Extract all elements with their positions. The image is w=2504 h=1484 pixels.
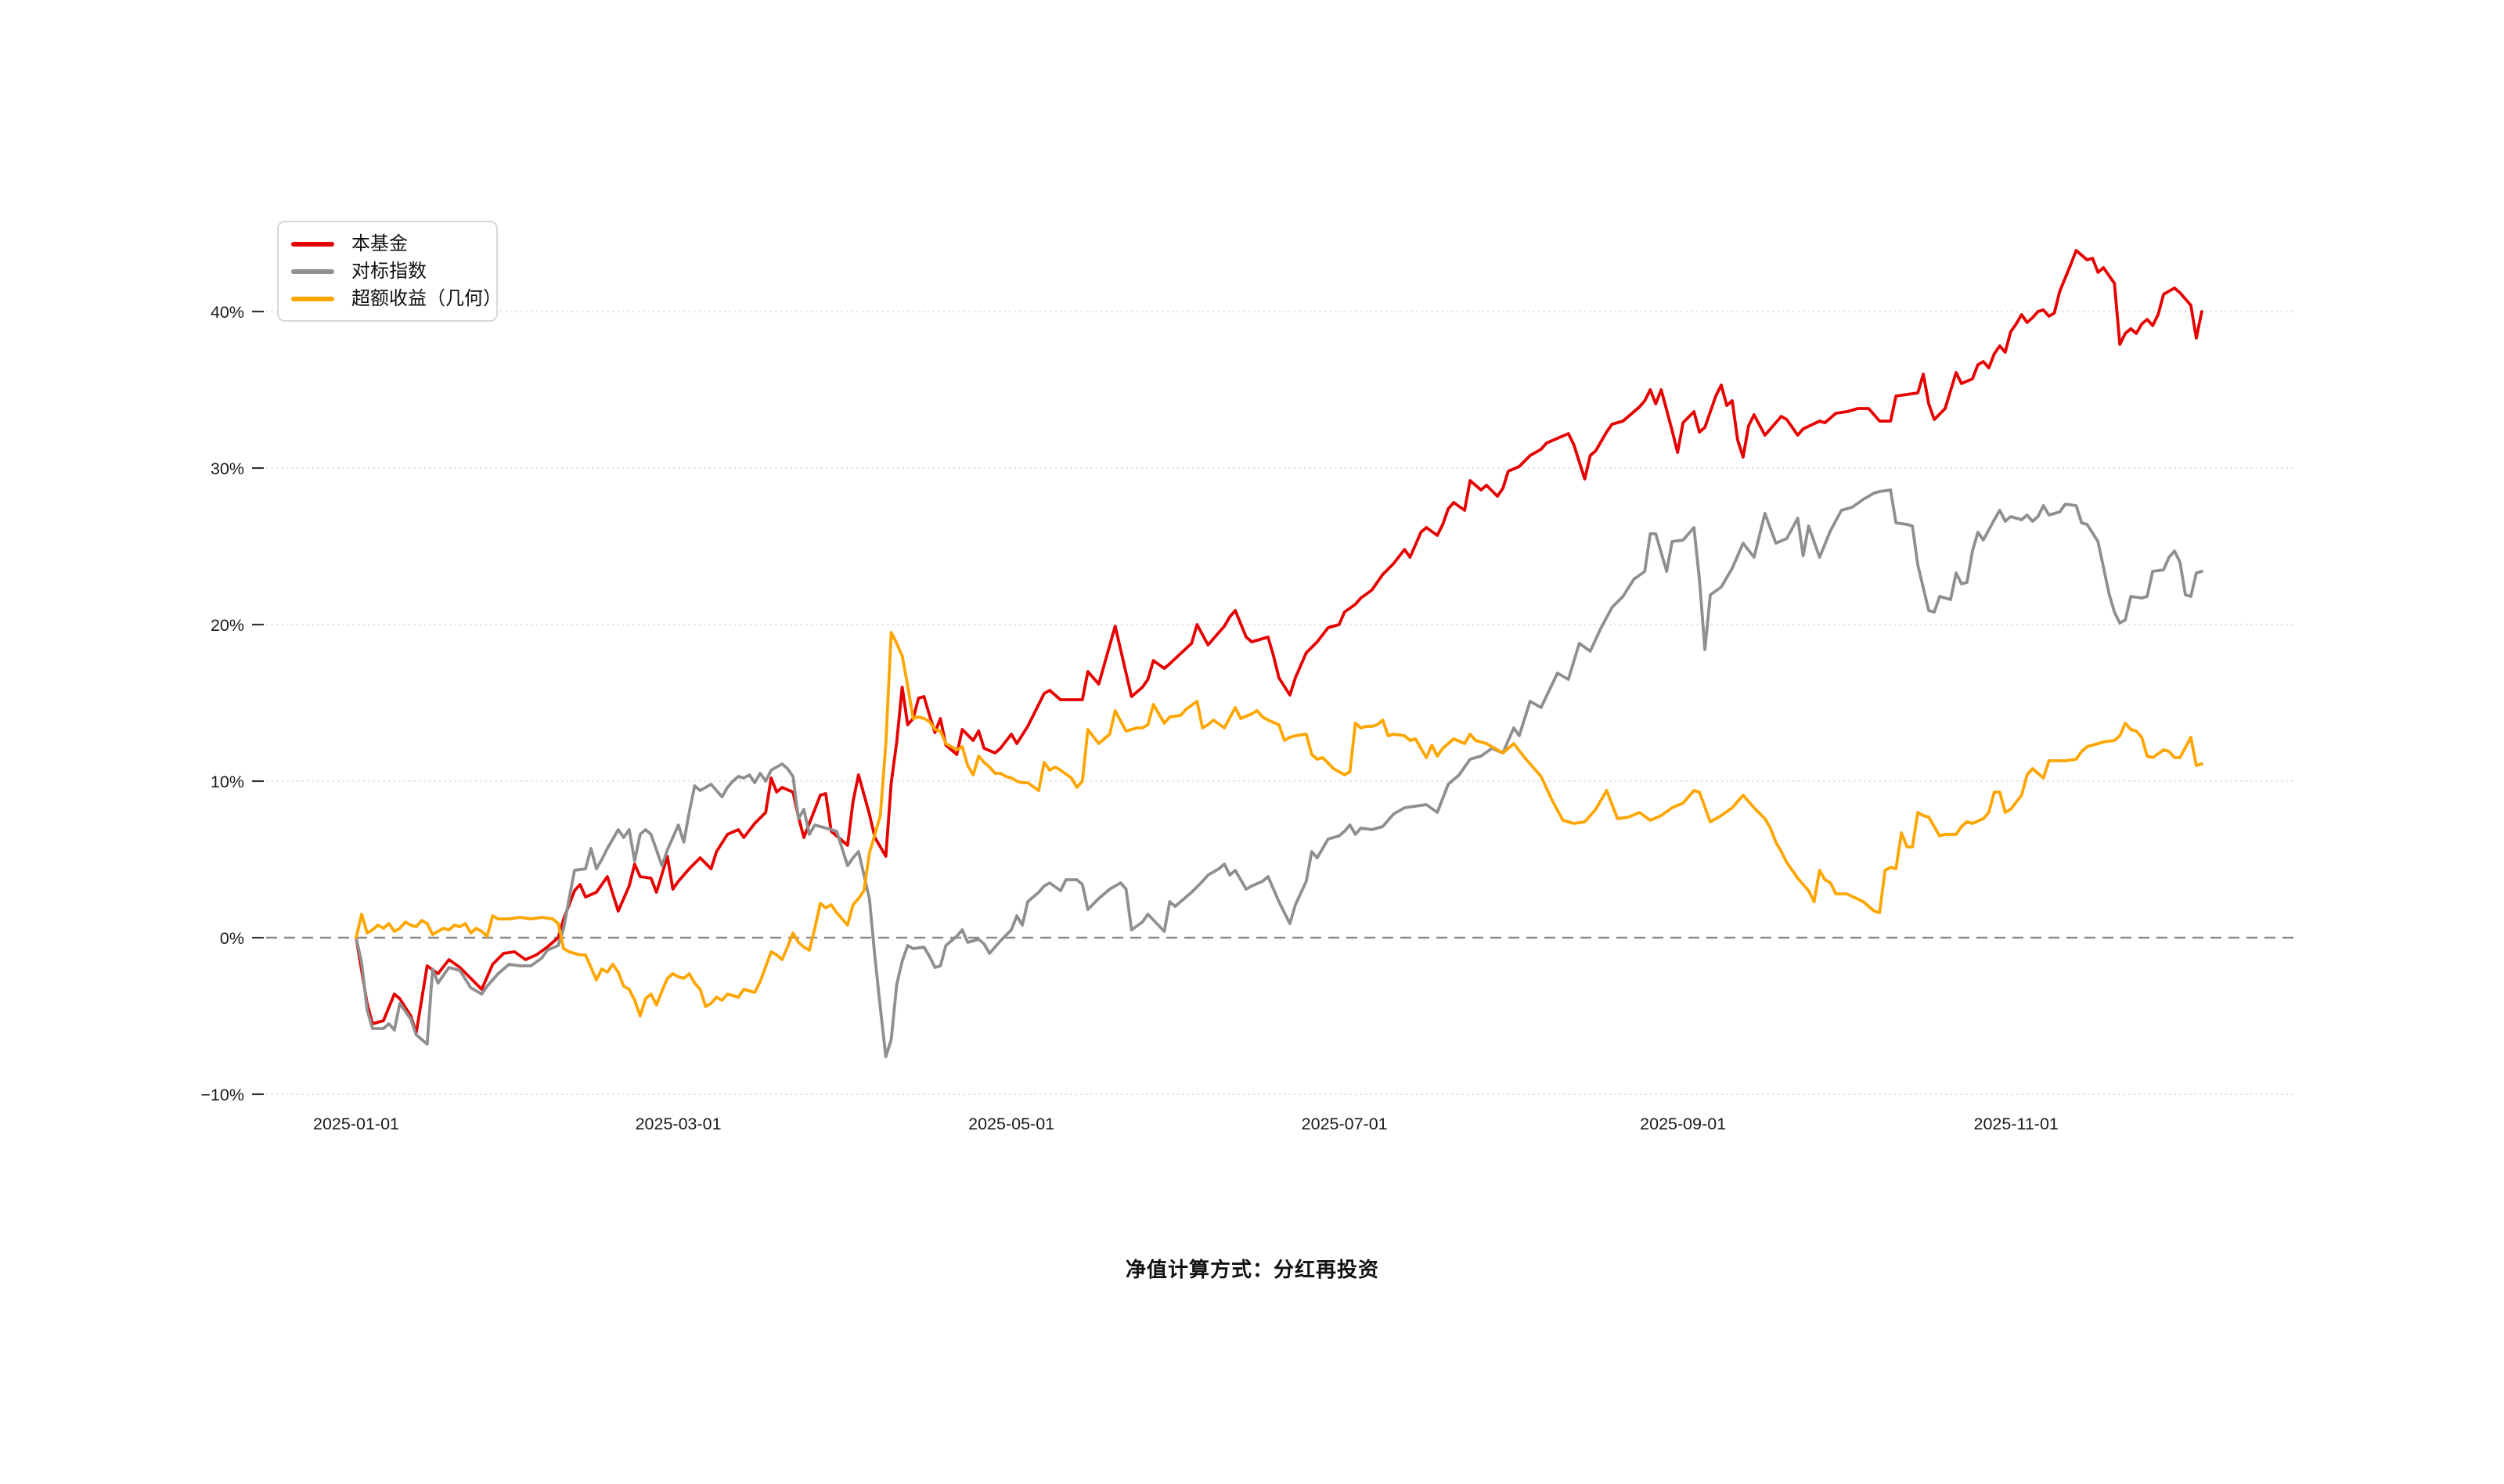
y-tick-label: 10% (211, 773, 244, 791)
x-tick-label: 2025-09-01 (1640, 1115, 1726, 1133)
legend-item-benchmark: 对标指数 (291, 258, 485, 285)
series-line-超额收益（几何） (355, 631, 2203, 1018)
chart-caption: 净值计算方式：分红再投资 (1125, 1258, 1379, 1281)
y-tick-label: 0% (220, 929, 244, 948)
x-tick-label: 2025-05-01 (968, 1115, 1054, 1133)
legend-item-fund: 本基金 (291, 230, 485, 258)
fund-line-swatch-icon (291, 241, 334, 247)
legend-label-benchmark: 对标指数 (351, 260, 427, 282)
series-line-本基金 (355, 249, 2203, 1035)
legend-label-fund: 本基金 (351, 232, 408, 254)
y-tick-label: 20% (211, 616, 244, 635)
x-tick-label: 2025-03-01 (636, 1115, 722, 1133)
legend-item-excess-return: 超额收益（几何） (291, 285, 502, 312)
chart-legend: 本基金 对标指数 超额收益（几何） (277, 221, 502, 322)
x-tick-label: 2025-11-01 (1974, 1115, 2059, 1133)
y-tick-label: 40% (211, 303, 244, 322)
y-tick-label: 30% (211, 459, 244, 478)
series-line-对标指数 (355, 488, 2203, 1058)
excess-return-line-swatch-icon (291, 296, 334, 301)
y-tick-label: −10% (200, 1086, 244, 1104)
x-tick-label: 2025-01-01 (313, 1115, 399, 1133)
x-tick-label: 2025-07-01 (1302, 1115, 1388, 1133)
legend-label-excess-return: 超额收益（几何） (351, 287, 502, 309)
benchmark-line-swatch-icon (291, 268, 334, 274)
